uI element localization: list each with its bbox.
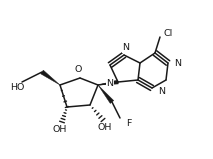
Text: N: N: [174, 59, 181, 68]
Text: N: N: [122, 44, 130, 52]
Text: OH: OH: [53, 125, 67, 135]
Polygon shape: [41, 70, 60, 85]
Text: N: N: [158, 87, 165, 97]
Text: F: F: [126, 118, 131, 128]
Text: HO: HO: [10, 83, 24, 93]
Text: O: O: [74, 66, 82, 75]
Text: Cl: Cl: [164, 28, 173, 38]
Text: OH: OH: [98, 124, 112, 132]
Text: N: N: [106, 80, 114, 89]
Polygon shape: [98, 85, 114, 104]
Polygon shape: [98, 80, 118, 85]
